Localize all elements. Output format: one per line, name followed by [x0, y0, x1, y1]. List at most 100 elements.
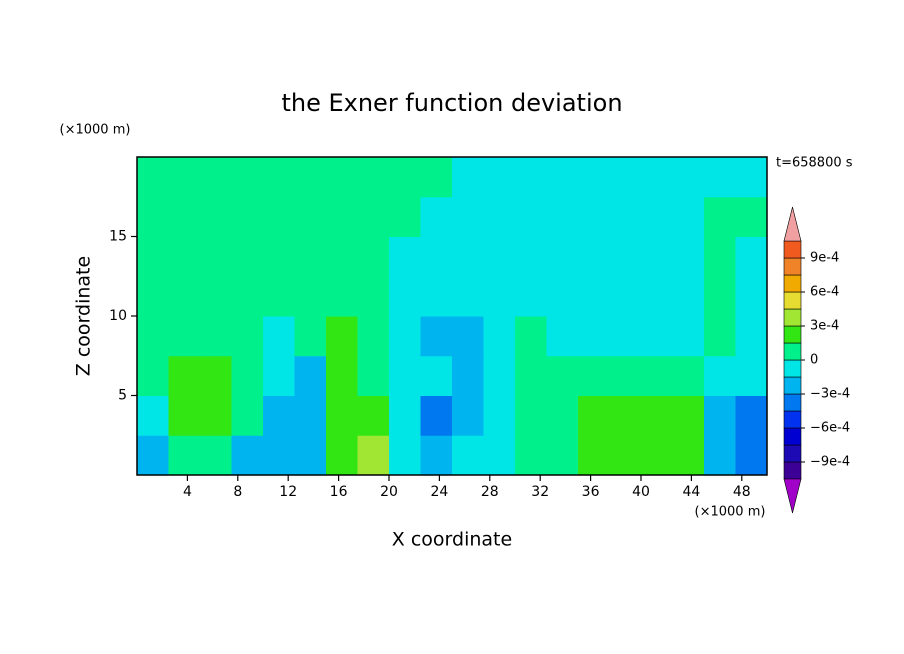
contour-cell [483, 157, 516, 198]
contour-cell [641, 355, 673, 396]
contour-cell [389, 355, 421, 396]
contour-cell [578, 236, 610, 277]
colorbar-box [783, 427, 802, 446]
contour-cell [357, 236, 390, 277]
chart-title: the Exner function deviation [281, 89, 622, 117]
contour-cell [546, 236, 579, 277]
colorbar-box [783, 274, 802, 293]
contour-cell [672, 157, 705, 198]
contour-cell [578, 276, 610, 317]
contour-cell [200, 316, 232, 357]
colorbar-over [783, 206, 802, 242]
contour-cell [326, 316, 358, 357]
contour-cell [231, 395, 264, 436]
contour-cell [231, 157, 264, 198]
contour-cell [483, 276, 516, 317]
colorbar-label: 6e-4 [810, 285, 839, 300]
contour-cell [168, 196, 201, 237]
contour-cell [452, 196, 484, 237]
contour-cell [452, 276, 484, 317]
contour-cell [326, 435, 358, 476]
contour-cell [200, 196, 232, 237]
contour-cell [326, 157, 358, 198]
x-tick-label: 36 [582, 484, 600, 500]
contour-cell [389, 435, 421, 476]
contour-cell [137, 236, 169, 277]
contour-cell [546, 196, 579, 237]
contour-cell [263, 157, 295, 198]
y-unit: (×1000 m) [60, 123, 131, 138]
contour-cell [420, 236, 453, 277]
contour-cell [294, 316, 327, 357]
colorbar-box [783, 342, 802, 361]
contour-cell [704, 236, 736, 277]
contour-cell [735, 236, 768, 277]
x-tick-label: 12 [279, 484, 297, 500]
y-tick-label: 10 [109, 308, 127, 324]
contour-cell [420, 435, 453, 476]
x-tick-label: 16 [330, 484, 348, 500]
contour-cell [263, 276, 295, 317]
contour-cell [578, 355, 610, 396]
colorbar-box [783, 393, 802, 412]
colorbar-box [783, 461, 802, 480]
contour-cell [641, 196, 673, 237]
contour-cell [578, 196, 610, 237]
contour-cell [231, 355, 264, 396]
contour-cell [704, 355, 736, 396]
contour-cell [231, 276, 264, 317]
contour-cell [609, 316, 642, 357]
contour-cell [420, 316, 453, 357]
contour-cell [263, 395, 295, 436]
contour-cell [515, 435, 547, 476]
contour-cell [546, 435, 579, 476]
contour-cell [326, 355, 358, 396]
contour-cell [704, 395, 736, 436]
contour-cell [546, 157, 579, 198]
contour-cell [231, 236, 264, 277]
contour-cell [168, 395, 201, 436]
contour-cell [389, 276, 421, 317]
contour-cell [389, 196, 421, 237]
contour-cell [515, 157, 547, 198]
colorbar-box [783, 240, 802, 259]
contour-cell [515, 316, 547, 357]
contour-cell [420, 157, 453, 198]
contour-cell [515, 276, 547, 317]
contour-cell [168, 276, 201, 317]
x-tick-label: 24 [430, 484, 448, 500]
contour-cell [137, 355, 169, 396]
contour-cell [137, 157, 169, 198]
contour-cell [137, 196, 169, 237]
contour-cell [357, 435, 390, 476]
contour-cell [704, 196, 736, 237]
contour-cell [294, 276, 327, 317]
contour-cell [168, 435, 201, 476]
contour-cell [609, 395, 642, 436]
contour-cell [231, 196, 264, 237]
contour-cell [515, 196, 547, 237]
y-tick-label: 15 [109, 229, 127, 245]
contour-cell [294, 395, 327, 436]
contour-cell [452, 435, 484, 476]
contour-cell [137, 435, 169, 476]
contour-cell [735, 395, 768, 436]
contour-cell [452, 316, 484, 357]
contour-cell [231, 316, 264, 357]
colorbar-box [783, 376, 802, 395]
colorbar-box [783, 308, 802, 327]
contour-cell [326, 236, 358, 277]
x-tick-label: 32 [531, 484, 549, 500]
contour-cell [389, 236, 421, 277]
contour-cell [263, 236, 295, 277]
contour-cell [672, 196, 705, 237]
x-tick-label: 28 [481, 484, 499, 500]
x-tick-label: 48 [733, 484, 751, 500]
colorbar-box [783, 359, 802, 378]
contour-cell [641, 395, 673, 436]
contour-cell [546, 316, 579, 357]
x-tick-label: 40 [632, 484, 650, 500]
y-tick-label: 5 [118, 388, 127, 404]
contour-cell [263, 196, 295, 237]
contour-cell [168, 236, 201, 277]
